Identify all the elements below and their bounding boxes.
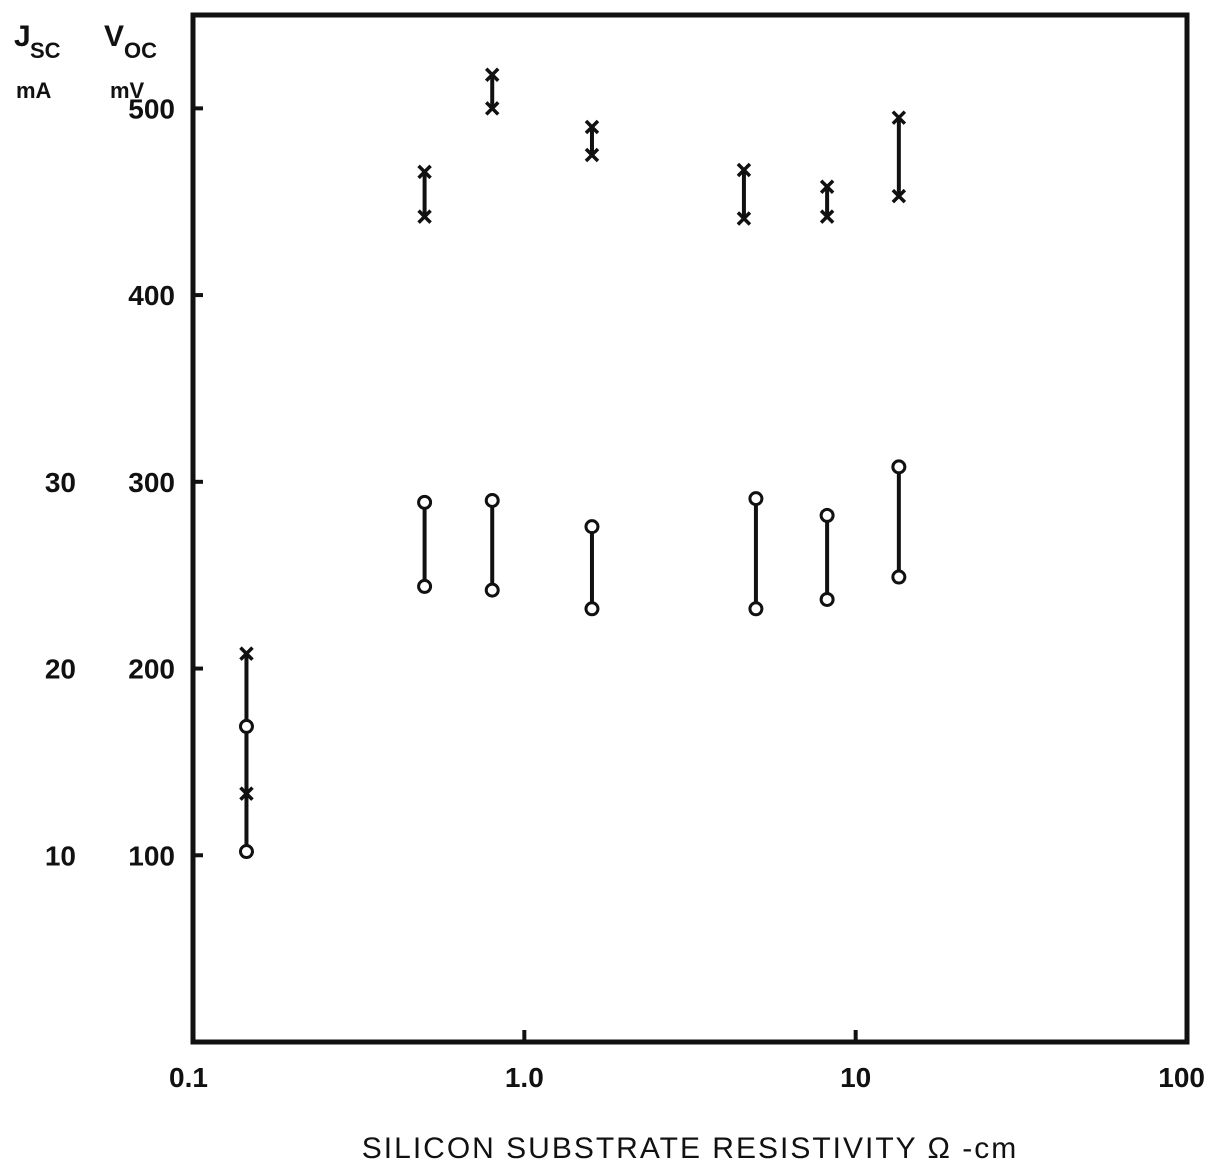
jsc-tick-label: 20 xyxy=(45,654,76,685)
data-marks xyxy=(238,67,907,860)
jsc-circle-marker xyxy=(484,582,500,598)
jsc-tick-label: 10 xyxy=(45,840,76,871)
jsc-circle-marker xyxy=(748,491,764,507)
jsc-circle-marker xyxy=(238,718,254,734)
jsc-circle-marker xyxy=(238,844,254,860)
x-tick-label: 1.0 xyxy=(505,1062,544,1093)
x-tick-label: 0.1 xyxy=(169,1062,208,1093)
jsc-circle-marker xyxy=(584,519,600,535)
voc-symbol: V xyxy=(104,20,124,53)
jsc-circle-marker xyxy=(584,601,600,617)
voc-x-marker xyxy=(484,101,500,116)
plot-frame xyxy=(190,12,1190,1045)
voc-x-marker xyxy=(736,162,752,178)
voc-x-marker xyxy=(417,164,432,180)
jsc-symbol: J xyxy=(14,20,31,53)
jsc-circle-marker xyxy=(891,569,907,585)
voc-tick-label: 300 xyxy=(128,467,175,498)
voc-x-marker xyxy=(584,119,600,135)
voc-tick-label: 200 xyxy=(128,654,175,685)
voc-x-marker xyxy=(484,67,500,82)
voc-x-marker xyxy=(239,646,254,661)
jsc-unit: mA xyxy=(16,78,52,103)
voc-x-marker xyxy=(891,110,907,125)
jsc-circle-marker xyxy=(748,601,764,617)
x-tick-label: 10 xyxy=(840,1062,871,1093)
voc-x-marker xyxy=(819,179,835,195)
jsc-circle-marker xyxy=(417,578,433,594)
voc-tick-label: 100 xyxy=(128,840,175,871)
jsc-circle-marker xyxy=(891,459,907,475)
jsc-circle-marker xyxy=(484,492,500,508)
jsc-circle-marker xyxy=(417,494,433,510)
jsc-subscript: SC xyxy=(30,38,61,63)
voc-tick-label: 400 xyxy=(128,280,175,311)
voc-x-marker xyxy=(891,188,907,204)
voc-x-marker xyxy=(584,147,600,163)
axis-headers: J SC mA V OC mV xyxy=(14,20,157,103)
voc-x-marker xyxy=(736,211,752,226)
jsc-circle-marker xyxy=(819,591,835,607)
x-axis-title: SILICON SUBSTRATE RESISTIVITY Ω -cm xyxy=(362,1132,1018,1165)
jsc-tick-label: 30 xyxy=(45,467,76,498)
voc-x-marker xyxy=(417,209,432,224)
axis-ticks: 0.1 1.0 10 100 100 200 300 400 500 10 20 30 xyxy=(45,93,1205,1093)
x-tick-label: 100 xyxy=(1158,1062,1205,1093)
jsc-circle-marker xyxy=(819,507,835,523)
voc-tick-label: 500 xyxy=(128,93,175,124)
voc-subscript: OC xyxy=(124,38,157,63)
voc-unit: mV xyxy=(110,78,145,103)
voc-x-marker xyxy=(819,209,835,224)
